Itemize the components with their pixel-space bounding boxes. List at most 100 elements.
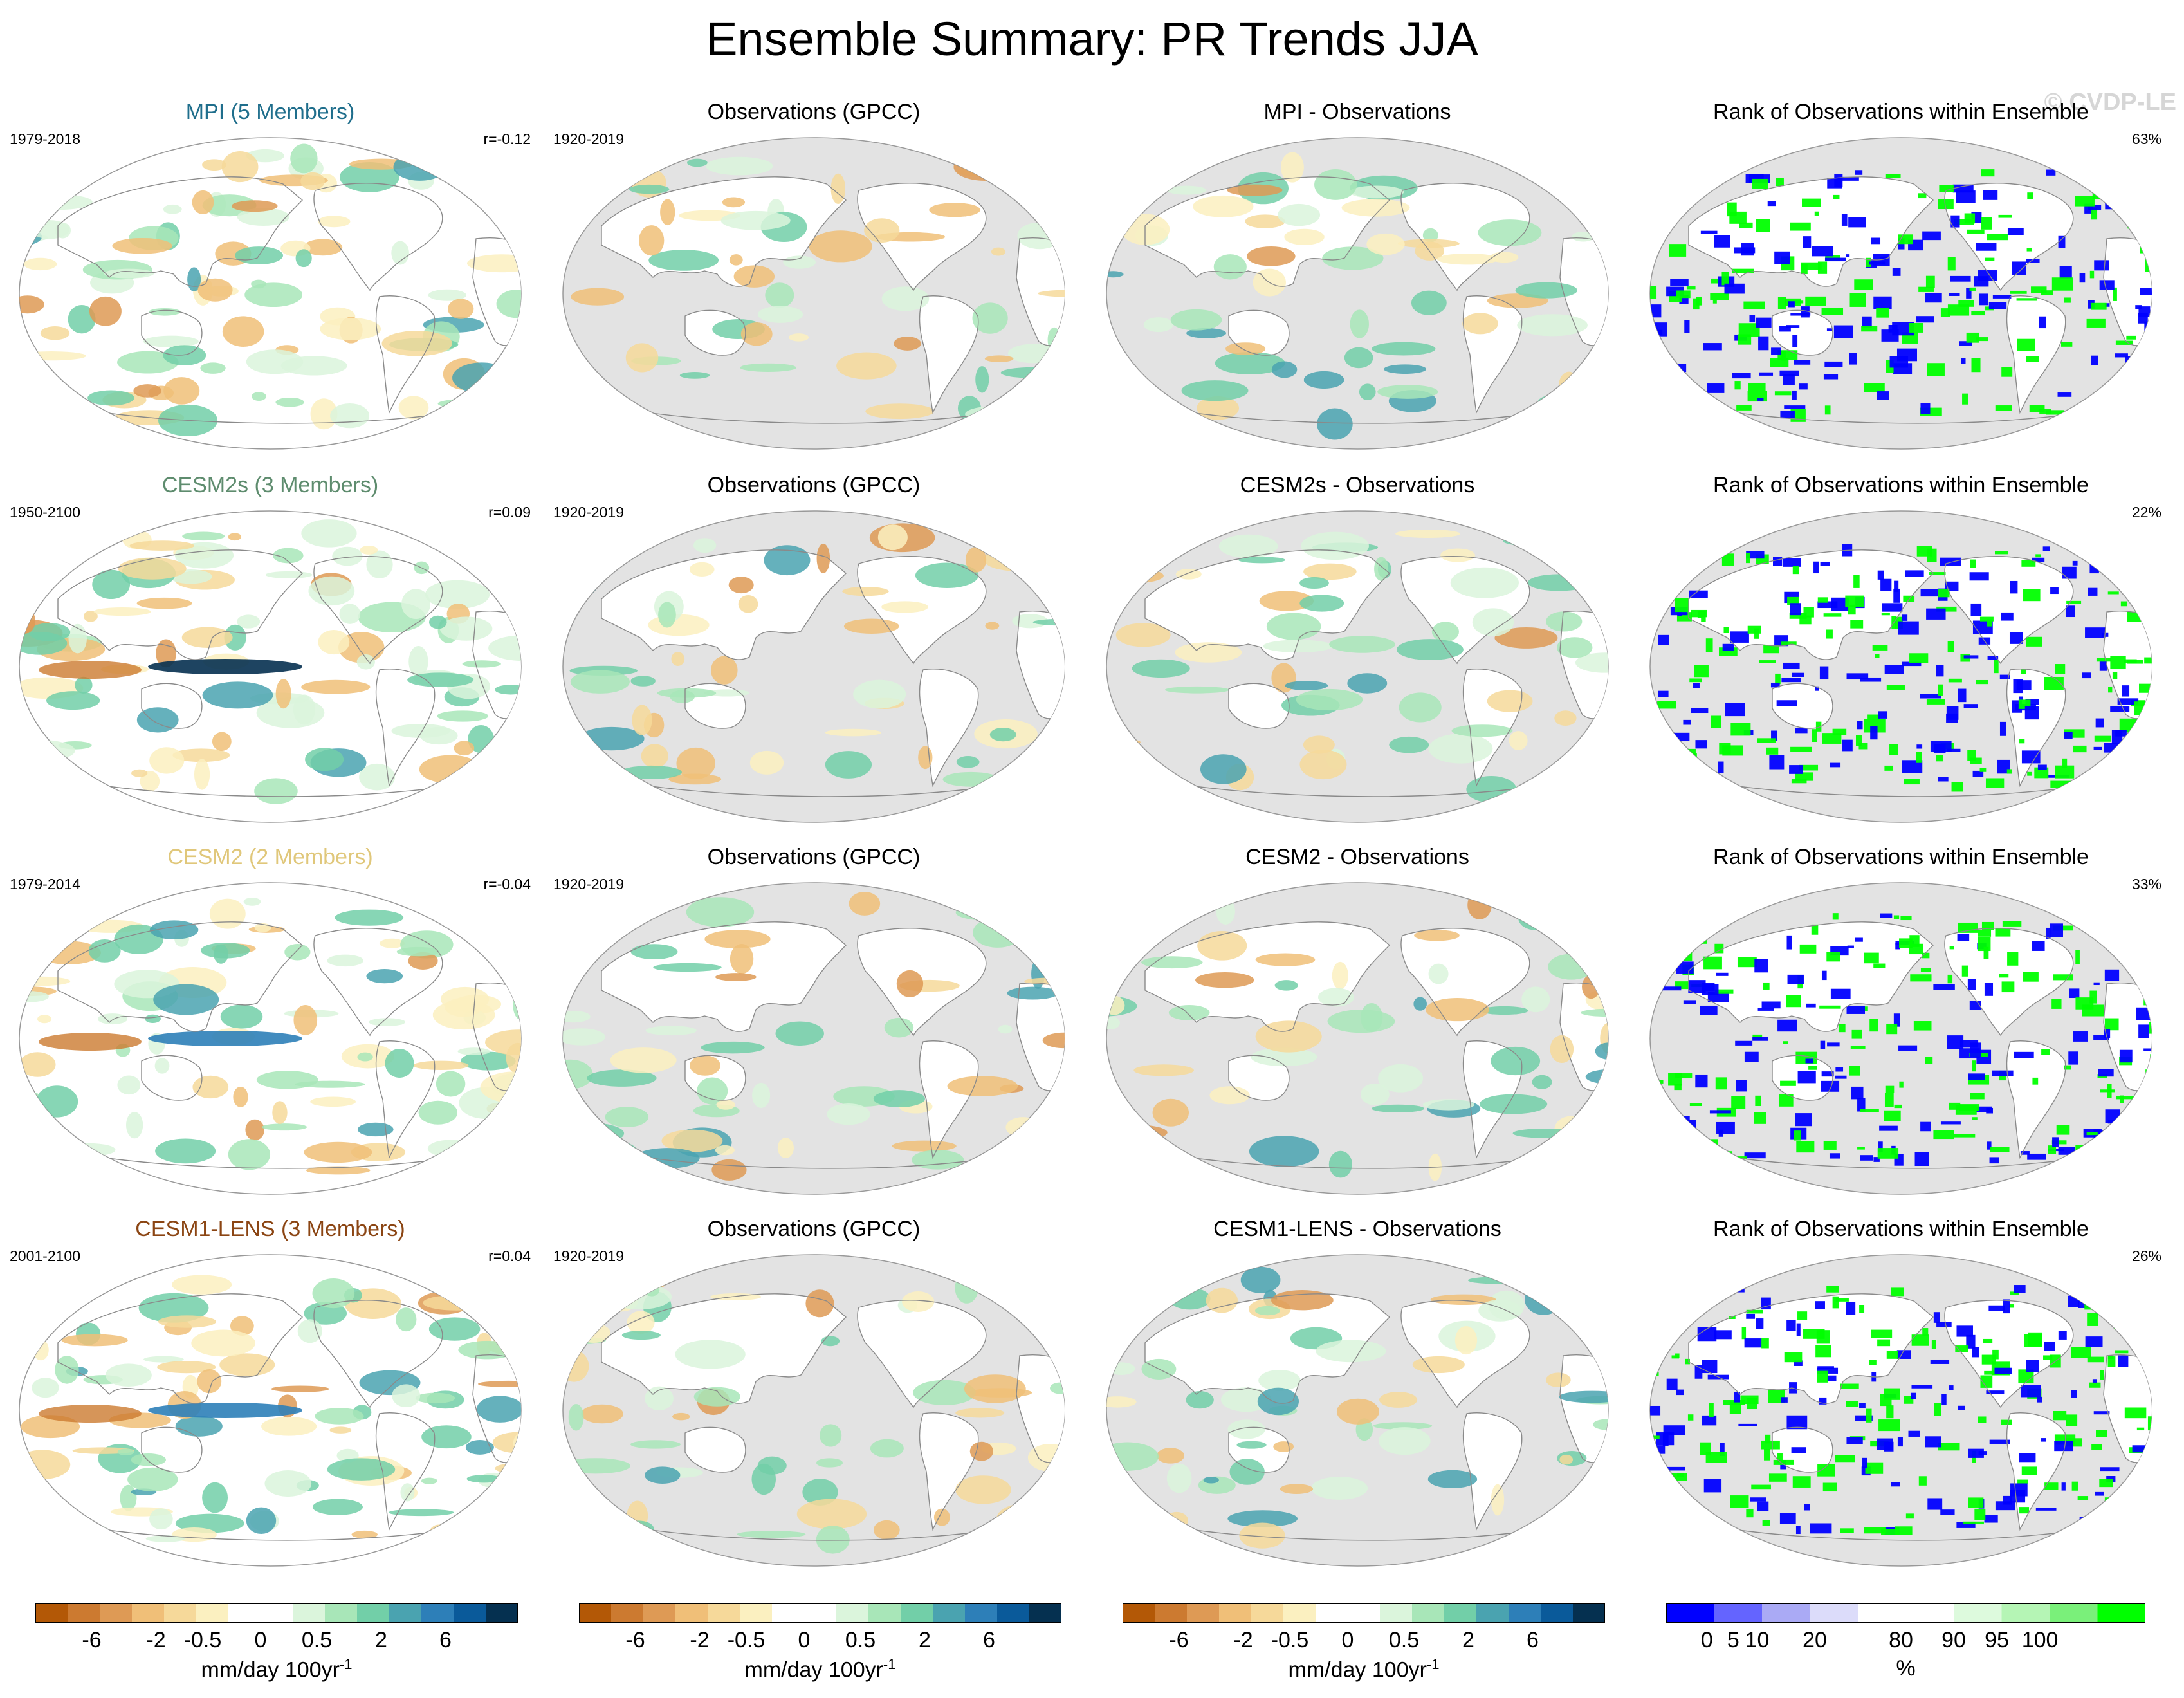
colorbar-swatch	[454, 1603, 486, 1623]
map-rank	[1649, 1254, 2152, 1567]
colorbar-swatch	[325, 1603, 358, 1623]
colorbar-tick-label: -6	[1169, 1628, 1188, 1652]
period-label: 1979-2014	[10, 876, 80, 892]
panel-rank-row-2: Rank of Observations within Ensemble 22%	[1634, 473, 2168, 833]
map-rank	[1649, 137, 2152, 450]
panel-rank-row-1: Rank of Observations within Ensemble 63%	[1634, 100, 2168, 460]
map-obs	[562, 882, 1065, 1195]
colorbar-swatch	[997, 1603, 1030, 1623]
trend-colorbar: -6 -2 -0.5 0 0.5 2 6 mm/day 100yr-1	[35, 1603, 518, 1682]
panel-title: CESM2s - Observations	[1240, 473, 1475, 497]
panel-title: CESM2 (2 Members)	[167, 845, 373, 869]
colorbar-tick-label: 90	[1941, 1628, 1966, 1652]
colorbar-swatch	[579, 1603, 612, 1623]
colorbar-swatch	[35, 1603, 68, 1623]
panel-obs-row-2: Observations (GPCC) 1920-2019	[547, 473, 1081, 833]
colorbar-tick-label: 6	[1527, 1628, 1539, 1652]
panel-obs-row-1: Observations (GPCC) 1920-2019	[547, 100, 1081, 460]
panel-title: Rank of Observations within Ensemble	[1713, 100, 2089, 124]
colorbar-tick-label: 2	[919, 1628, 931, 1652]
colorbar-swatch	[1219, 1603, 1252, 1623]
colorbar-swatch	[965, 1603, 998, 1623]
colorbar-swatch	[1380, 1603, 1413, 1623]
colorbar-swatch	[261, 1603, 293, 1623]
colorbar-swatch	[164, 1603, 197, 1623]
panel-title: Observations (GPCC)	[707, 845, 921, 869]
colorbar-swatch	[196, 1603, 229, 1623]
pattern-correlation: r=0.09	[488, 504, 531, 521]
colorbar-swatch	[1476, 1603, 1509, 1623]
colorbar-swatch	[1187, 1603, 1220, 1623]
colorbar-tick-label: 10	[1745, 1628, 1770, 1652]
panel-diff-row-4: CESM1-LENS - Observations	[1090, 1217, 1624, 1577]
colorbar-swatch	[421, 1603, 454, 1623]
panel-title: Observations (GPCC)	[707, 1217, 921, 1241]
colorbar-swatch	[228, 1603, 261, 1623]
map-diff	[1106, 882, 1609, 1195]
colorbar-swatch	[132, 1603, 165, 1623]
colorbar-tick-label: -6	[625, 1628, 645, 1652]
panel-title: CESM1-LENS (3 Members)	[135, 1217, 405, 1241]
colorbar-tick-label: -0.5	[728, 1628, 766, 1652]
pattern-correlation: r=-0.04	[483, 876, 531, 892]
colorbar-swatch	[2097, 1603, 2145, 1623]
panel-title: CESM2s (3 Members)	[161, 473, 379, 497]
map-rank	[1649, 510, 2152, 823]
colorbar-tick-label: -6	[82, 1628, 101, 1652]
panel-diff-row-2: CESM2s - Observations	[1090, 473, 1624, 833]
colorbar-swatch	[836, 1603, 869, 1623]
period-label: 1979-2018	[10, 131, 80, 147]
colorbar-swatch	[933, 1603, 966, 1623]
colorbar-tick-label: -0.5	[1271, 1628, 1309, 1652]
colorbar-swatch	[1444, 1603, 1477, 1623]
colorbar-tick-label: -2	[690, 1628, 709, 1652]
colorbar-swatch	[772, 1603, 805, 1623]
colorbar-tick-label: 6	[439, 1628, 452, 1652]
colorbar-swatch	[2050, 1603, 2098, 1623]
panel-title: MPI (5 Members)	[185, 100, 355, 124]
panel-rank-row-4: Rank of Observations within Ensemble 26%	[1634, 1217, 2168, 1577]
pattern-correlation: r=0.04	[488, 1248, 531, 1264]
colorbar-tick-label: 100	[2022, 1628, 2059, 1652]
colorbar-swatch	[1123, 1603, 1155, 1623]
panel-title: Observations (GPCC)	[707, 473, 921, 497]
colorbar-tick-label: 0.5	[302, 1628, 332, 1652]
trend-colorbar: -6 -2 -0.5 0 0.5 2 6 mm/day 100yr-1	[579, 1603, 1061, 1682]
colorbar-swatch	[1810, 1603, 1858, 1623]
colorbar-swatch	[1573, 1603, 1605, 1623]
colorbar-tick-label: 0	[798, 1628, 811, 1652]
colorbar-tick-label: -0.5	[184, 1628, 222, 1652]
colorbar-swatch	[1541, 1603, 1574, 1623]
rank-colorbar: 0 5 10 20 80 90 95 100%	[1666, 1603, 2145, 1681]
panel-title: CESM2 - Observations	[1245, 845, 1469, 869]
map-model	[19, 510, 522, 823]
colorbar-tick-label: -2	[1233, 1628, 1253, 1652]
colorbar-swatch	[675, 1603, 708, 1623]
rank-percent: 33%	[2131, 876, 2161, 892]
colorbar-swatch	[1666, 1603, 1714, 1623]
rank-percent: 63%	[2131, 131, 2161, 147]
colorbar-units: mm/day 100yr-1	[1288, 1656, 1440, 1683]
panel-title: CESM1-LENS - Observations	[1213, 1217, 1501, 1241]
colorbar-swatch	[100, 1603, 133, 1623]
panel-model-row-3: CESM2 (2 Members) 1979-2014 r=-0.04	[3, 845, 537, 1205]
colorbar-swatch	[1251, 1603, 1284, 1623]
map-diff	[1106, 1254, 1609, 1567]
colorbar-tick-label: 80	[1889, 1628, 1913, 1652]
colorbar-tick-label: -2	[146, 1628, 165, 1652]
period-label: 1920-2019	[553, 131, 624, 147]
colorbar-swatch	[486, 1603, 518, 1623]
colorbar-swatch	[1905, 1603, 1954, 1623]
colorbar-tick-label: 2	[1462, 1628, 1474, 1652]
colorbar-tick-label: 0	[1701, 1628, 1713, 1652]
colorbar-units: %	[1896, 1656, 1916, 1681]
colorbar-swatch	[357, 1603, 390, 1623]
rank-percent: 22%	[2131, 504, 2161, 521]
map-model	[19, 137, 522, 450]
colorbar-swatch	[1316, 1603, 1348, 1623]
map-model	[19, 882, 522, 1195]
panel-model-row-2: CESM2s (3 Members) 1950-2100 r=0.09	[3, 473, 537, 833]
panel-title: Rank of Observations within Ensemble	[1713, 473, 2089, 497]
colorbar-units: mm/day 100yr-1	[744, 1656, 896, 1683]
colorbar-swatch	[1029, 1603, 1061, 1623]
